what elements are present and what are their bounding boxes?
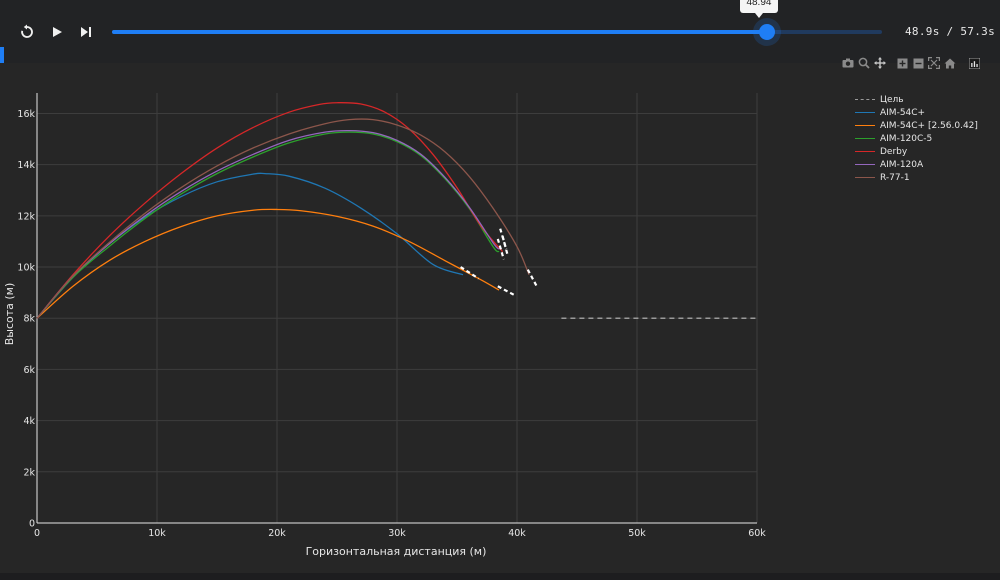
axes: [36, 93, 757, 524]
replay-icon: [21, 24, 33, 38]
legend-swatch: [855, 138, 875, 139]
legend-item[interactable]: Цель: [855, 93, 978, 106]
legend-label: Цель: [880, 94, 904, 105]
series-layer: [36, 102, 757, 319]
trajectory-line-1: [36, 172, 464, 319]
camera-icon[interactable]: [842, 57, 854, 69]
y-tick-label: 6k: [23, 365, 35, 376]
x-tick-label: 30k: [388, 528, 406, 539]
zoom-in-icon[interactable]: [896, 57, 908, 69]
missile-heading-marker: [496, 238, 505, 260]
skip-end-icon: [81, 27, 91, 37]
left-accent-marker: [0, 47, 4, 67]
missile-heading-marker: [526, 269, 539, 289]
trajectory-line-4: [36, 102, 504, 319]
y-tick-label: 16k: [17, 109, 35, 120]
y-tick-label: 14k: [17, 160, 35, 171]
trajectory-line-2: [36, 208, 500, 319]
legend-item[interactable]: AIM-54C+ [2.56.0.42]: [855, 119, 978, 132]
zoom-out-icon[interactable]: [912, 57, 924, 69]
x-tick-label: 0: [34, 528, 40, 539]
tick-labels: 0 10k 20k 30k 40k 50k 60k 0 2k 4k 6k 8k 10k 12k 14k 16k: [17, 109, 766, 539]
plotly-logo-icon[interactable]: [968, 57, 980, 69]
legend-item[interactable]: Derby: [855, 145, 978, 158]
legend-swatch: [855, 99, 875, 100]
trajectory-line-5: [36, 129, 500, 319]
legend-item[interactable]: AIM-120C-5: [855, 132, 978, 145]
autoscale-icon[interactable]: [928, 57, 940, 69]
pan-icon[interactable]: [874, 57, 886, 69]
zoom-icon[interactable]: [858, 57, 870, 69]
playback-toolbar: 48.94 48.9s / 57.3s: [0, 0, 1000, 63]
chart-modebar: [842, 57, 980, 69]
chart-legend: Цель AIM-54C+ AIM-54C+ [2.56.0.42] AIM-120C…: [855, 93, 978, 184]
legend-swatch: [855, 151, 875, 152]
legend-label: R-77-1: [880, 172, 910, 183]
play-icon: [53, 27, 62, 37]
legend-swatch: [855, 125, 875, 126]
legend-swatch: [855, 177, 875, 178]
legend-item[interactable]: AIM-120A: [855, 158, 978, 171]
y-tick-label: 12k: [17, 211, 35, 222]
reset-axes-icon[interactable]: [944, 57, 956, 69]
x-tick-label: 10k: [148, 528, 166, 539]
skip-to-end-button[interactable]: [76, 22, 96, 42]
missile-heading-marker: [460, 266, 480, 280]
x-axis-title: Горизонтальная дистанция (м): [306, 545, 487, 558]
y-tick-label: 0: [29, 519, 35, 530]
missile-heading-marker: [497, 285, 516, 297]
legend-label: Derby: [880, 146, 908, 157]
replay-button[interactable]: [17, 22, 37, 42]
y-tick-label: 8k: [23, 314, 35, 325]
legend-label: AIM-120A: [880, 159, 924, 170]
x-tick-label: 60k: [748, 528, 766, 539]
trajectory-line-6: [36, 118, 530, 319]
timeline-tooltip: 48.94: [739, 0, 778, 18]
x-tick-label: 40k: [508, 528, 526, 539]
bottom-strip: [0, 573, 1000, 580]
missile-heading-marker: [501, 236, 509, 255]
timeline-thumb[interactable]: 48.94: [739, 0, 778, 40]
grid-lines: [37, 93, 758, 523]
x-tick-label: 50k: [628, 528, 646, 539]
legend-label: AIM-54C+ [2.56.0.42]: [880, 120, 978, 131]
x-tick-label: 20k: [268, 528, 286, 539]
y-tick-label: 4k: [23, 416, 35, 427]
y-tick-label: 10k: [17, 263, 35, 274]
y-axis-title: Высота (м): [3, 283, 16, 346]
legend-label: AIM-54C+: [880, 107, 926, 118]
time-readout: 48.9s / 57.3s: [905, 25, 995, 38]
y-tick-label: 2k: [23, 467, 35, 478]
legend-item[interactable]: AIM-54C+: [855, 106, 978, 119]
legend-label: AIM-120C-5: [880, 133, 933, 144]
legend-swatch: [855, 164, 875, 165]
arrow-layer: [460, 228, 539, 297]
legend-item[interactable]: R-77-1: [855, 171, 978, 184]
legend-swatch: [855, 112, 875, 113]
timeline-slider[interactable]: 48.94: [112, 0, 882, 40]
trajectory-line-3: [36, 131, 500, 319]
play-button[interactable]: [47, 22, 67, 42]
timeline-progress: [112, 30, 767, 34]
